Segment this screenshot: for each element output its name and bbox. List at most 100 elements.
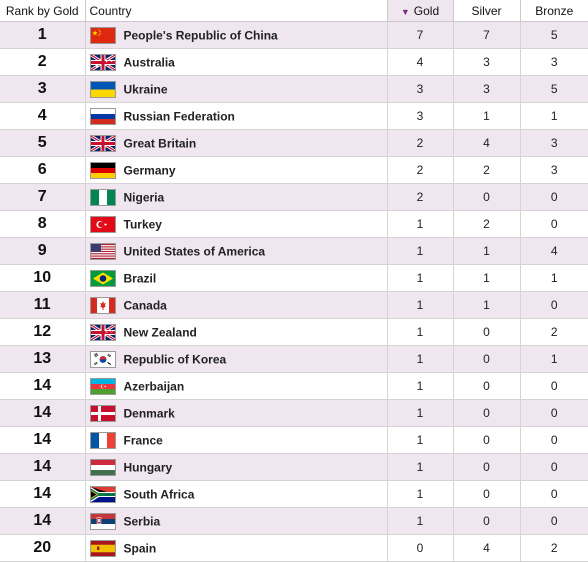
south-africa-flag-icon bbox=[89, 485, 116, 503]
rank-cell: 9 bbox=[0, 237, 86, 265]
canada-flag-icon bbox=[89, 296, 116, 314]
country-cell[interactable]: Denmark bbox=[85, 399, 388, 427]
country-cell[interactable]: Ukraine bbox=[85, 75, 388, 103]
country-name: Nigeria bbox=[123, 190, 165, 204]
country-cell[interactable]: Turkey bbox=[85, 210, 388, 238]
gold-cell: 1 bbox=[387, 318, 454, 346]
country-cell[interactable]: Nigeria bbox=[85, 183, 388, 211]
table-row: 4 Russian Federation 3 1 1 bbox=[0, 102, 588, 130]
silver-cell: 1 bbox=[453, 291, 521, 319]
rank-cell: 14 bbox=[0, 480, 86, 508]
bronze-cell: 0 bbox=[520, 507, 588, 535]
bronze-cell: 0 bbox=[520, 480, 588, 508]
france-flag-icon bbox=[89, 431, 116, 449]
country-header[interactable]: Country bbox=[85, 0, 388, 22]
country-cell[interactable]: Serbia bbox=[85, 507, 388, 535]
silver-cell: 2 bbox=[453, 156, 521, 184]
ukraine-flag-icon bbox=[89, 80, 116, 98]
usa-flag-icon bbox=[89, 242, 116, 260]
gold-header-label: Gold bbox=[413, 3, 440, 18]
header-row: Rank by Gold Country ▼ Gold Silver Bronze bbox=[0, 0, 588, 22]
table-row: 9 United States of America 1 1 4 bbox=[0, 237, 588, 265]
table-row: 5 Great Britain 2 4 3 bbox=[0, 129, 588, 157]
bronze-cell: 0 bbox=[520, 210, 588, 238]
bronze-cell: 5 bbox=[520, 75, 588, 103]
silver-cell: 0 bbox=[453, 318, 521, 346]
silver-cell: 3 bbox=[453, 48, 521, 76]
gold-cell: 2 bbox=[387, 129, 454, 157]
bronze-cell: 1 bbox=[520, 102, 588, 130]
gold-cell: 3 bbox=[387, 75, 454, 103]
bronze-cell: 2 bbox=[520, 534, 588, 562]
table-row: 6 Germany 2 2 3 bbox=[0, 156, 588, 184]
new-zealand-flag-icon bbox=[89, 323, 116, 341]
country-name: Russian Federation bbox=[123, 109, 235, 123]
azerbaijan-flag-icon bbox=[89, 377, 116, 395]
bronze-cell: 0 bbox=[520, 453, 588, 481]
silver-cell: 0 bbox=[453, 345, 521, 373]
country-cell[interactable]: Canada bbox=[85, 291, 388, 319]
country-cell[interactable]: Australia bbox=[85, 48, 388, 76]
country-cell[interactable]: People's Republic of China bbox=[85, 21, 388, 49]
country-name: Spain bbox=[123, 541, 157, 555]
gold-cell: 1 bbox=[387, 345, 454, 373]
silver-cell: 4 bbox=[453, 129, 521, 157]
bronze-cell: 0 bbox=[520, 399, 588, 427]
country-name: Ukraine bbox=[123, 82, 168, 96]
table-row: 13 Republic of Korea 1 0 1 bbox=[0, 345, 588, 373]
country-cell[interactable]: South Africa bbox=[85, 480, 388, 508]
rank-cell: 3 bbox=[0, 75, 86, 103]
country-cell[interactable]: Germany bbox=[85, 156, 388, 184]
gold-cell: 2 bbox=[387, 156, 454, 184]
table-row: 10 Brazil 1 1 1 bbox=[0, 264, 588, 292]
table-row: 14 South Africa 1 0 0 bbox=[0, 480, 588, 508]
rank-cell: 13 bbox=[0, 345, 86, 373]
silver-cell: 0 bbox=[453, 426, 521, 454]
gold-cell: 1 bbox=[387, 237, 454, 265]
country-cell[interactable]: Brazil bbox=[85, 264, 388, 292]
silver-cell: 1 bbox=[453, 264, 521, 292]
russia-flag-icon bbox=[89, 107, 116, 125]
silver-cell: 1 bbox=[453, 237, 521, 265]
gold-cell: 1 bbox=[387, 372, 454, 400]
bronze-cell: 0 bbox=[520, 372, 588, 400]
country-name: Brazil bbox=[123, 271, 157, 285]
country-cell[interactable]: Republic of Korea bbox=[85, 345, 388, 373]
table-row: 14 France 1 0 0 bbox=[0, 426, 588, 454]
gold-cell: 1 bbox=[387, 399, 454, 427]
rank-cell: 10 bbox=[0, 264, 86, 292]
silver-cell: 0 bbox=[453, 399, 521, 427]
gold-cell: 4 bbox=[387, 48, 454, 76]
silver-cell: 0 bbox=[453, 480, 521, 508]
korea-flag-icon bbox=[89, 350, 116, 368]
gold-cell: 2 bbox=[387, 183, 454, 211]
rank-cell: 6 bbox=[0, 156, 86, 184]
country-cell[interactable]: Great Britain bbox=[85, 129, 388, 157]
gold-cell: 3 bbox=[387, 102, 454, 130]
nigeria-flag-icon bbox=[89, 188, 116, 206]
silver-cell: 4 bbox=[453, 534, 521, 562]
gold-cell: 7 bbox=[387, 21, 454, 49]
table-row: 14 Hungary 1 0 0 bbox=[0, 453, 588, 481]
country-cell[interactable]: Hungary bbox=[85, 453, 388, 481]
rank-header[interactable]: Rank by Gold bbox=[0, 0, 86, 22]
country-cell[interactable]: United States of America bbox=[85, 237, 388, 265]
country-name: Australia bbox=[123, 55, 175, 69]
country-cell[interactable]: Russian Federation bbox=[85, 102, 388, 130]
country-name: Republic of Korea bbox=[123, 352, 227, 366]
germany-flag-icon bbox=[89, 161, 116, 179]
silver-cell: 0 bbox=[453, 372, 521, 400]
gold-header[interactable]: ▼ Gold bbox=[387, 0, 454, 22]
rank-cell: 1 bbox=[0, 21, 86, 49]
table-row: 2 Australia 4 3 3 bbox=[0, 48, 588, 76]
country-cell[interactable]: Spain bbox=[85, 534, 388, 562]
country-name: South Africa bbox=[123, 487, 195, 501]
country-cell[interactable]: France bbox=[85, 426, 388, 454]
bronze-header[interactable]: Bronze bbox=[520, 0, 588, 22]
country-cell[interactable]: Azerbaijan bbox=[85, 372, 388, 400]
country-cell[interactable]: New Zealand bbox=[85, 318, 388, 346]
rank-cell: 14 bbox=[0, 453, 86, 481]
rank-cell: 14 bbox=[0, 507, 86, 535]
silver-header[interactable]: Silver bbox=[453, 0, 521, 22]
country-name: Hungary bbox=[123, 460, 173, 474]
